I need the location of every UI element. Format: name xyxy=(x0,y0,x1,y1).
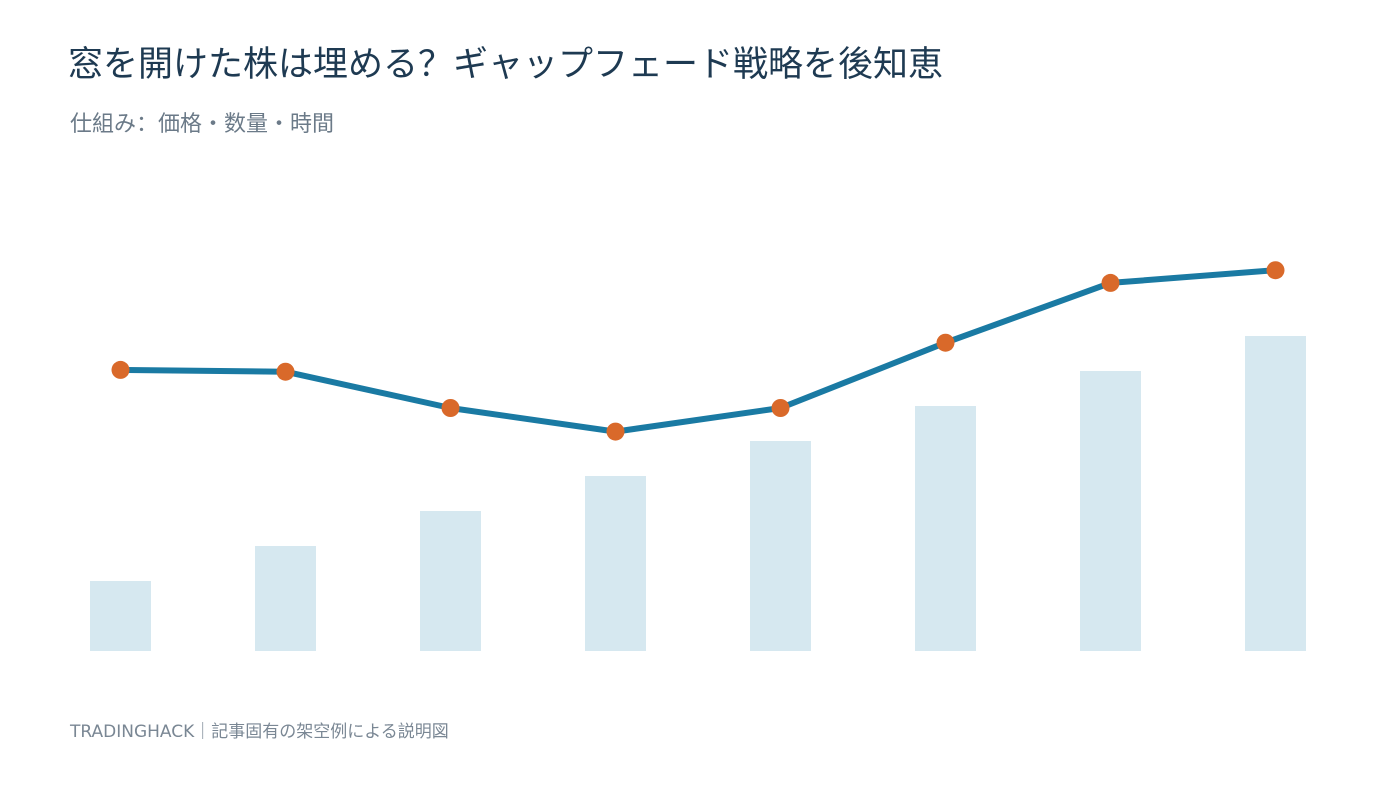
price-point-7 xyxy=(1101,273,1120,292)
markers-layer xyxy=(111,261,1285,441)
chart-title: 窓を開けた株は埋める？ギャップフェード戦略を後知恵 xyxy=(68,45,944,85)
volume-bar-5 xyxy=(750,441,811,651)
volume-bar-3 xyxy=(420,511,481,651)
chart-subtitle: 仕組み：価格・数量・時間 xyxy=(70,112,335,137)
volume-bar-6 xyxy=(915,406,976,651)
volume-bar-7 xyxy=(1080,371,1141,651)
price-point-3 xyxy=(441,399,460,417)
footer-credit: TRADINGHACK｜記事固有の架空例による説明図 xyxy=(70,722,449,742)
price-point-8 xyxy=(1266,261,1285,280)
price-point-5 xyxy=(771,399,790,417)
price-point-1 xyxy=(111,360,130,379)
bars-layer xyxy=(90,336,1306,651)
price-point-2 xyxy=(276,362,295,381)
volume-bar-1 xyxy=(90,581,151,651)
line-layer xyxy=(117,267,1279,435)
price-point-4 xyxy=(606,422,625,441)
price-point-6 xyxy=(936,333,955,352)
price-line xyxy=(117,267,1279,435)
volume-bar-2 xyxy=(255,546,316,651)
volume-bar-8 xyxy=(1245,336,1306,651)
volume-bar-4 xyxy=(585,476,646,651)
